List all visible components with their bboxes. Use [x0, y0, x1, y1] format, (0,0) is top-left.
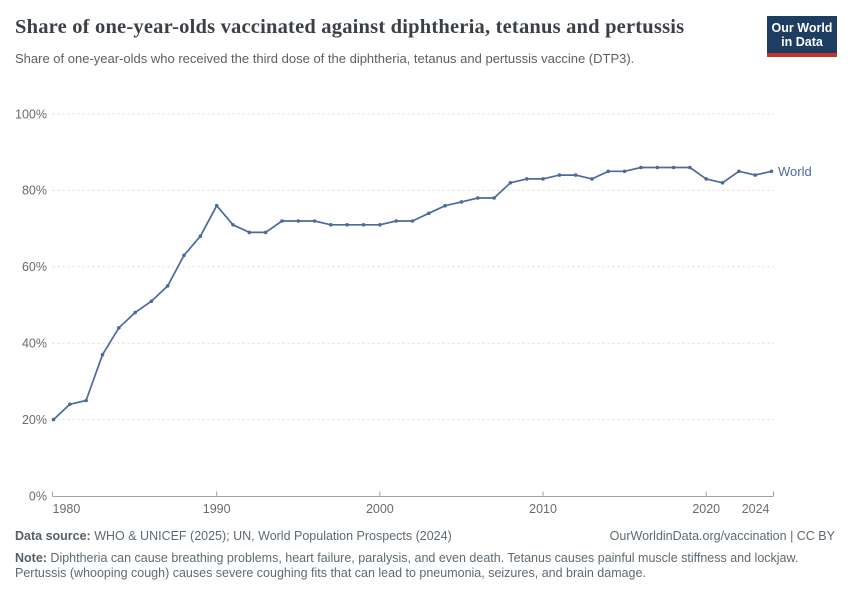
chart-subtitle: Share of one-year-olds who received the …: [15, 51, 635, 66]
data-point: [280, 219, 284, 223]
chart-header: Share of one-year-olds vaccinated agains…: [15, 15, 738, 67]
data-point: [459, 200, 464, 204]
data-point: [296, 219, 301, 223]
data-point: [84, 398, 88, 403]
data-source-label: Data source:: [15, 529, 91, 543]
chart-note: Note: Diphtheria can cause breathing pro…: [15, 551, 835, 582]
data-point: [655, 165, 660, 170]
data-point: [68, 402, 72, 407]
data-point: [573, 173, 578, 177]
data-point: [394, 219, 399, 223]
data-point: [671, 165, 676, 170]
data-point: [133, 310, 137, 315]
y-tick-label: 100%: [15, 107, 47, 121]
data-point: [639, 165, 643, 170]
data-point: [117, 326, 121, 330]
y-tick-label: 40%: [22, 337, 47, 351]
data-source: Data source: WHO & UNICEF (2025); UN, Wo…: [15, 529, 452, 545]
data-point: [443, 203, 447, 208]
source-row: Data source: WHO & UNICEF (2025); UN, Wo…: [15, 529, 835, 545]
data-point: [149, 299, 154, 304]
data-point: [427, 211, 431, 216]
data-point: [345, 223, 350, 227]
data-point: [704, 177, 708, 181]
x-tick-label: 2000: [366, 502, 394, 516]
data-point: [524, 177, 529, 181]
data-point: [378, 223, 382, 227]
y-tick-label: 80%: [22, 184, 47, 198]
data-point: [100, 352, 105, 357]
data-point: [753, 173, 757, 177]
data-point: [214, 203, 219, 208]
y-tick-label: 0%: [29, 489, 47, 503]
data-point: [231, 223, 235, 227]
data-point: [329, 223, 333, 227]
data-point: [606, 169, 611, 174]
data-point: [720, 181, 725, 185]
data-point: [622, 169, 627, 174]
y-tick-label: 60%: [22, 260, 47, 274]
owid-logo-line1: Our World: [771, 21, 833, 35]
data-point: [476, 196, 480, 200]
data-point: [492, 196, 496, 200]
owid-logo-line2: in Data: [781, 35, 823, 49]
data-point: [557, 173, 562, 177]
x-tick-label: 2010: [529, 502, 557, 516]
owid-logo[interactable]: Our World in Data: [767, 16, 837, 57]
data-point: [247, 230, 252, 235]
data-point: [263, 230, 268, 235]
data-point: [688, 165, 692, 170]
x-tick-label: 2024: [742, 502, 770, 516]
page-title: Share of one-year-olds vaccinated agains…: [15, 16, 685, 38]
data-point: [361, 223, 366, 227]
data-point: [182, 253, 186, 258]
data-point: [590, 177, 594, 181]
data-point: [312, 219, 317, 223]
x-tick-label: 1990: [203, 502, 231, 516]
x-tick-label: 1980: [53, 502, 81, 516]
x-tick-label: 2020: [692, 502, 720, 516]
data-point: [737, 169, 741, 174]
data-point: [769, 169, 774, 174]
note-label: Note:: [15, 550, 47, 565]
y-tick-label: 20%: [22, 413, 47, 427]
data-point: [508, 181, 513, 185]
attribution-link[interactable]: OurWorldinData.org/vaccination | CC BY: [609, 529, 835, 543]
data-point: [410, 219, 415, 223]
chart-footer: Data source: WHO & UNICEF (2025); UN, Wo…: [15, 529, 835, 582]
data-point: [51, 417, 56, 422]
series-label-world[interactable]: World: [778, 164, 812, 179]
data-point: [165, 284, 170, 288]
world-line[interactable]: [52, 166, 773, 421]
data-point: [198, 234, 203, 238]
note-text: Diphtheria can cause breathing problems,…: [15, 550, 799, 581]
data-point: [541, 177, 545, 181]
data-source-text: WHO & UNICEF (2025); UN, World Populatio…: [90, 529, 452, 543]
